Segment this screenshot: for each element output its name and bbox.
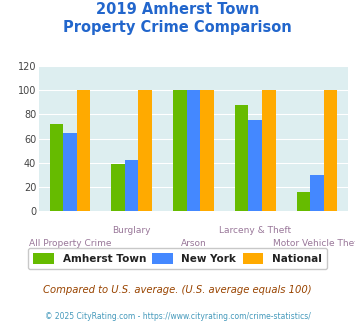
Text: Compared to U.S. average. (U.S. average equals 100): Compared to U.S. average. (U.S. average … xyxy=(43,285,312,295)
Bar xyxy=(262,90,275,211)
Bar xyxy=(111,164,125,211)
Bar xyxy=(173,90,187,211)
Bar xyxy=(77,90,90,211)
Bar xyxy=(310,175,324,211)
Text: Burglary: Burglary xyxy=(113,226,151,235)
Text: Property Crime Comparison: Property Crime Comparison xyxy=(63,20,292,35)
Bar xyxy=(200,90,214,211)
Bar xyxy=(235,105,248,211)
Text: Larceny & Theft: Larceny & Theft xyxy=(219,226,291,235)
Bar xyxy=(187,90,200,211)
Bar xyxy=(138,90,152,211)
Bar xyxy=(50,124,63,211)
Legend: Amherst Town, New York, National: Amherst Town, New York, National xyxy=(28,248,327,269)
Bar xyxy=(63,133,77,211)
Bar xyxy=(297,192,310,211)
Text: 2019 Amherst Town: 2019 Amherst Town xyxy=(96,2,259,16)
Text: © 2025 CityRating.com - https://www.cityrating.com/crime-statistics/: © 2025 CityRating.com - https://www.city… xyxy=(45,312,310,321)
Bar xyxy=(248,120,262,211)
Bar xyxy=(324,90,337,211)
Text: All Property Crime: All Property Crime xyxy=(29,239,111,248)
Text: Motor Vehicle Theft: Motor Vehicle Theft xyxy=(273,239,355,248)
Text: Arson: Arson xyxy=(181,239,206,248)
Bar xyxy=(125,160,138,211)
